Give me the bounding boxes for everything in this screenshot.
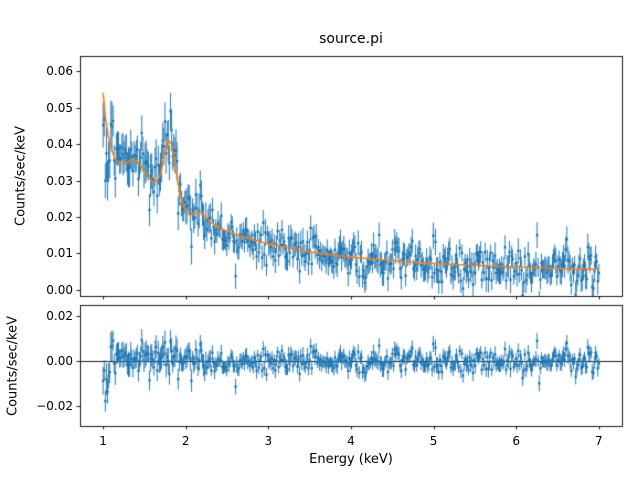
y-axis-label-bottom: Counts/sec/keV [5, 315, 21, 417]
y-tick-label-top: 0.00 [46, 282, 73, 297]
y-tick-label-bottom: 0.00 [46, 354, 73, 368]
x-tick-label: 6 [512, 434, 521, 448]
y-tick-label-top: 0.03 [46, 173, 73, 188]
x-tick-label: 4 [347, 434, 355, 448]
y-tick-label-top: 0.02 [46, 210, 73, 224]
x-tick-label: 3 [264, 434, 273, 448]
y-axis-label-top: Counts/sec/keV [13, 125, 29, 227]
chart-title: source.pi [319, 31, 383, 47]
x-tick-label: 7 [595, 434, 603, 448]
y-tick-label-bottom: −0.02 [36, 398, 73, 413]
x-axis-label: Energy (keV) [309, 452, 393, 467]
y-tick-label-top: 0.04 [46, 137, 73, 151]
x-tick-label: 5 [429, 434, 438, 448]
y-tick-label-top: 0.06 [46, 64, 73, 78]
y-tick-label-top: 0.01 [46, 246, 73, 261]
x-tick-label: 1 [99, 434, 107, 448]
y-tick-label-top: 0.05 [46, 100, 73, 115]
y-tick-label-bottom: 0.02 [46, 309, 73, 323]
x-tick-label: 2 [181, 434, 190, 448]
